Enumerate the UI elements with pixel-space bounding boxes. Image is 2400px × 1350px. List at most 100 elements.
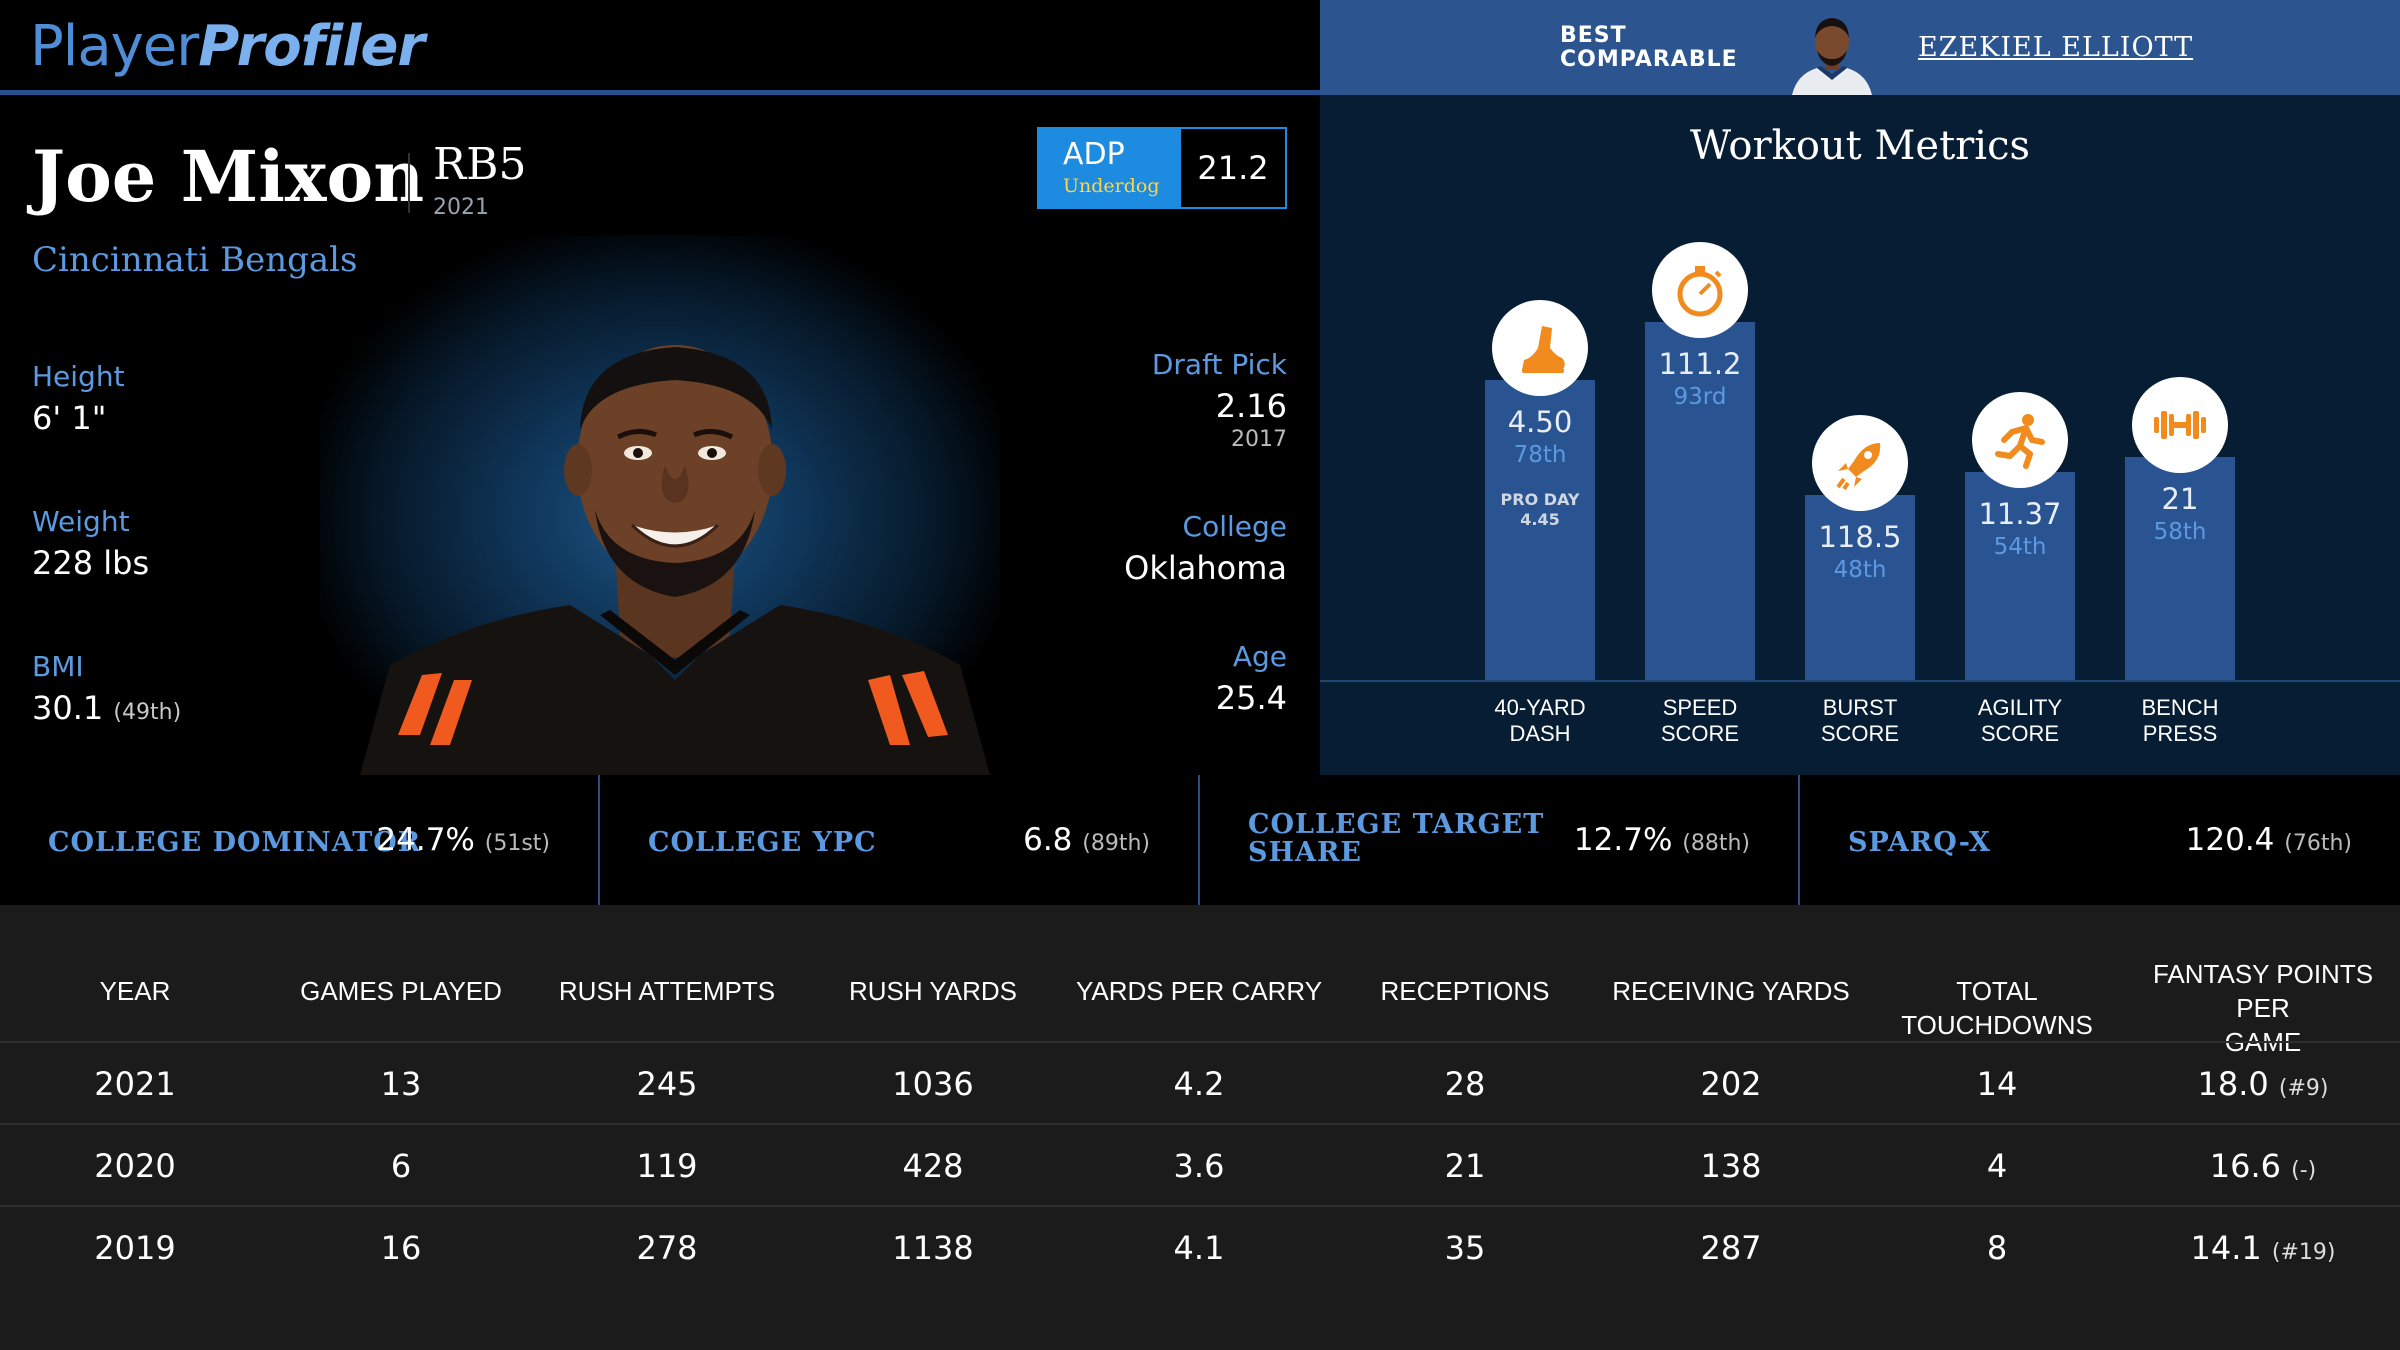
table-cell: 1036 (892, 1065, 974, 1103)
comparable-player-link[interactable]: EZEKIEL ELLIOTT (1918, 32, 2194, 63)
table-cell: 16 (380, 1229, 422, 1267)
workout-label-bench: BENCH PRESS (2141, 695, 2219, 746)
workout-value-speed: 111.2 (1658, 347, 1742, 381)
best-comparable-bar: BEST COMPARABLE EZEKIEL ELLIOTT (1320, 0, 2400, 95)
column-header-rush-attempts[interactable]: RUSH ATTEMPTS (558, 976, 776, 1006)
table-cell: 3.6 (1173, 1147, 1225, 1185)
weight-value: 228 lbs (32, 544, 150, 582)
site-header: PlayerProfiler (0, 0, 1320, 92)
weight-label: Weight (32, 505, 130, 538)
workout-value-40-yard: 4.50 (1507, 405, 1573, 439)
age-label: Age (1232, 640, 1287, 673)
workout-bar-burst (1805, 495, 1915, 680)
draft-pick-stat: Draft Pick 2.16 2017 (1152, 348, 1287, 452)
bmi-label: BMI (32, 650, 84, 683)
comparable-player-photo (1792, 18, 1872, 95)
logo-text-player: Player (30, 14, 199, 79)
table-cell: 138 (1700, 1147, 1762, 1185)
adp-value: 21.2 (1197, 149, 1269, 187)
table-cell: 16.6 (-) (2209, 1147, 2317, 1185)
adp-source: Underdog (1063, 175, 1160, 197)
column-header-year[interactable]: YEAR (99, 976, 171, 1006)
college-target-share-box: COLLEGE TARGET SHARE 12.7% (88th) (1200, 775, 1800, 905)
workout-value-agility: 11.37 (1978, 497, 2062, 531)
bmi-rank: (49th) (113, 700, 182, 725)
workout-bar-bench (2125, 457, 2235, 680)
adp-badge: ADP Underdog 21.2 (1037, 127, 1287, 209)
table-cell: 428 (902, 1147, 964, 1185)
college-target-share-value: 12.7% (88th) (1573, 822, 1750, 858)
table-cell: 4 (1986, 1147, 2008, 1185)
workout-label-burst: BURST SCORE (1820, 695, 1900, 746)
table-row: 2020 6 119 428 3.6 21 138 4 16.6 (-) (0, 1123, 2400, 1205)
best-comparable-label: BEST COMPARABLE (1560, 23, 1738, 72)
table-cell: 14.1 (#19) (2190, 1229, 2336, 1267)
table-cell: 4.2 (1173, 1065, 1225, 1103)
column-header-total-touchdowns[interactable]: TOTAL TOUCHDOWNS (1901, 976, 2093, 1040)
workout-metrics-title: Workout Metrics (1689, 123, 2031, 169)
workout-bar-40-yard (1485, 380, 1595, 680)
team-name[interactable]: Cincinnati Bengals (32, 240, 358, 280)
season-stats-table: YEAR GAMES PLAYED RUSH ATTEMPTS RUSH YARDS Y… (0, 905, 2400, 1350)
workout-percentile-agility: 54th (1993, 534, 2047, 560)
column-header-rush-yards[interactable]: RUSH YARDS (848, 976, 1018, 1006)
workout-metrics-panel: Workout Metrics 4.50 78th PRO DAY 4.45 40-YA… (1320, 95, 2400, 775)
workout-value-burst: 118.5 (1818, 520, 1902, 554)
adp-label-block: ADP Underdog (1039, 129, 1181, 207)
workout-baseline (1320, 680, 2400, 682)
adp-label: ADP (1063, 137, 1125, 172)
player-position-rank: RB5 (433, 139, 527, 190)
table-cell: 35 (1444, 1229, 1486, 1267)
college-value: Oklahoma (1124, 549, 1287, 587)
college-target-share-label[interactable]: COLLEGE TARGET SHARE (1248, 809, 1545, 868)
stopwatch-icon (1652, 242, 1748, 338)
column-header-receptions[interactable]: RECEPTIONS (1380, 976, 1550, 1006)
height-stat: Height 6' 1" (32, 360, 125, 437)
logo-text-profiler: Profiler (198, 14, 425, 79)
table-cell: 245 (636, 1065, 698, 1103)
table-cell: 202 (1700, 1065, 1762, 1103)
height-value: 6' 1" (32, 399, 107, 437)
workout-label-speed: SPEED SCORE (1660, 695, 1740, 746)
header-divider (0, 90, 1320, 95)
workout-value-bench: 21 (2161, 482, 2199, 516)
draft-pick-label: Draft Pick (1151, 348, 1287, 381)
college-ypc-value: 6.8 (89th) (1023, 822, 1150, 858)
college-dominator-label[interactable]: COLLEGE DOMINATOR (48, 827, 422, 858)
college-label: College (1182, 510, 1287, 543)
workout-note-40-yard: PRO DAY 4.45 (1500, 490, 1580, 529)
workout-bar-agility (1965, 472, 2075, 680)
column-header-yards-per-carry[interactable]: YARDS PER CARRY (1075, 976, 1323, 1006)
table-cell: 28 (1444, 1065, 1486, 1103)
table-cell: 1138 (892, 1229, 974, 1267)
sparq-x-label[interactable]: SPARQ-X (1848, 827, 1991, 858)
table-cell: 14 (1976, 1065, 2018, 1103)
table-cell: 2021 (94, 1065, 176, 1103)
college-metrics-row: COLLEGE DOMINATOR 24.7% (51st) COLLEGE Y… (0, 775, 2400, 905)
bmi-stat: BMI 30.1 (49th) (32, 650, 181, 727)
college-dominator-value: 24.7% (51st) (376, 822, 550, 858)
table-cell: 8 (1986, 1229, 2008, 1267)
draft-year: 2017 (1231, 427, 1287, 452)
table-row: 2021 13 245 1036 4.2 28 202 14 18.0 (#9) (0, 1041, 2400, 1123)
runner-icon (1972, 392, 2068, 488)
column-header-receiving-yards[interactable]: RECEIVING YARDS (1612, 976, 1850, 1006)
name-divider (408, 153, 410, 213)
dumbbell-icon (2132, 377, 2228, 473)
workout-percentile-speed: 93rd (1673, 384, 1727, 410)
height-label: Height (32, 360, 125, 393)
rocket-icon (1812, 415, 1908, 511)
table-cell: 4.1 (1173, 1229, 1225, 1267)
column-header-games-played[interactable]: GAMES PLAYED (300, 976, 502, 1006)
table-cell: 6 (390, 1147, 412, 1185)
table-cell: 278 (636, 1229, 698, 1267)
college-stat: College Oklahoma (1124, 510, 1287, 587)
workout-bar-speed (1645, 322, 1755, 680)
workout-label-40-yard: 40-YARD DASH (1494, 695, 1586, 746)
playerprofiler-logo[interactable]: PlayerProfiler (30, 14, 425, 79)
table-cell: 18.0 (#9) (2197, 1065, 2329, 1103)
college-dominator-box: COLLEGE DOMINATOR 24.7% (51st) (0, 775, 600, 905)
college-ypc-label[interactable]: COLLEGE YPC (648, 827, 877, 858)
bmi-value: 30.1 (49th) (32, 689, 182, 727)
shoe-icon (1492, 300, 1588, 396)
